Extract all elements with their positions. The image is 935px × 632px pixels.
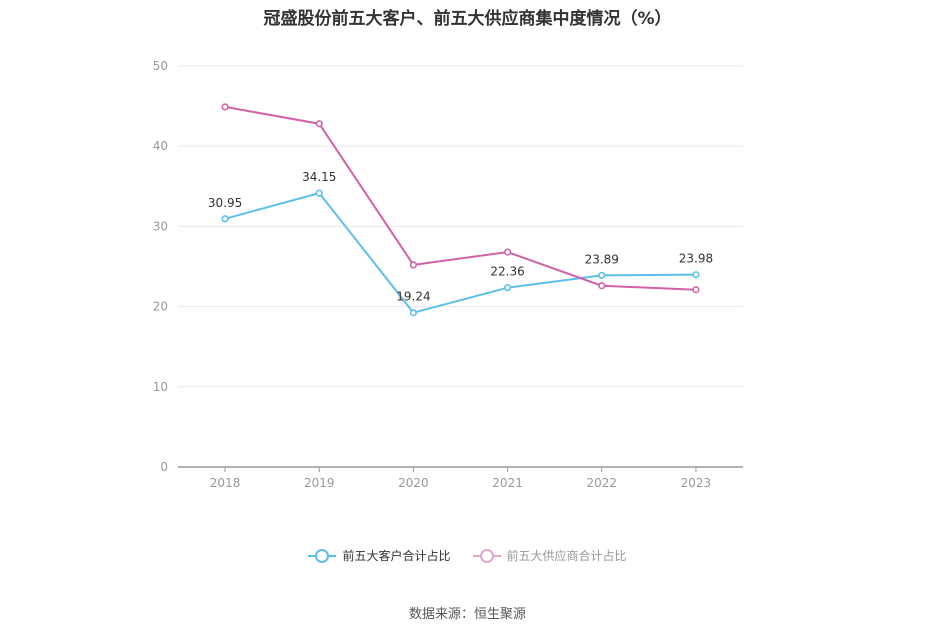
x-tick-label: 2018: [210, 476, 241, 490]
y-tick-label: 0: [160, 460, 168, 474]
x-tick-label: 2020: [398, 476, 429, 490]
legend-item-customers[interactable]: 前五大客户合计占比: [308, 547, 451, 564]
data-point: [598, 271, 606, 280]
data-labels: 30.95 34.15 19.24 22.36 23.89 23.98: [208, 170, 713, 304]
x-tick-label: 2023: [681, 476, 712, 490]
y-tick-label: 20: [153, 300, 168, 314]
series-line-0: [224, 192, 696, 314]
legend: 前五大客户合计占比 前五大供应商合计占比: [0, 547, 935, 564]
data-point: [221, 215, 229, 223]
series-line-1: [224, 105, 696, 291]
grid-lines: [178, 65, 743, 388]
y-tick-label: 30: [153, 219, 168, 233]
legend-line-marker-icon: [472, 548, 501, 563]
data-point: [409, 261, 418, 269]
chart-title: 冠盛股份前五大客户、前五大供应商集中度情况（%）: [263, 9, 672, 29]
legend-item-suppliers[interactable]: 前五大供应商合计占比: [472, 547, 627, 564]
data-point: [315, 189, 323, 197]
x-tick-label: 2019: [304, 476, 335, 490]
series-lines: [221, 103, 700, 317]
legend-label-customers: 前五大客户合计占比: [342, 549, 451, 563]
data-label: 23.89: [585, 252, 619, 266]
data-point: [692, 271, 700, 279]
x-tick-label: 2022: [586, 476, 617, 490]
data-source: 数据来源：恒生聚源: [408, 607, 526, 622]
x-tick-label: 2021: [492, 476, 523, 490]
data-point: [221, 103, 229, 111]
data-point: [315, 120, 323, 128]
data-label: 19.24: [396, 290, 430, 304]
legend-line-marker-icon: [308, 548, 337, 563]
axes: 0 10 20 30 40 50 2018 2019 2020 2021 2022 2023: [153, 59, 743, 490]
data-point: [503, 248, 512, 256]
y-tick-label: 10: [153, 380, 168, 394]
y-tick-label: 40: [153, 139, 168, 153]
data-point: [409, 309, 418, 317]
data-point: [503, 284, 512, 292]
data-label: 22.36: [490, 265, 524, 279]
data-label: 23.98: [679, 252, 713, 266]
data-point: [692, 286, 700, 294]
legend-label-suppliers: 前五大供应商合计占比: [506, 549, 627, 563]
y-tick-label: 50: [153, 59, 168, 73]
data-point: [598, 282, 606, 290]
data-label: 34.15: [302, 170, 336, 184]
data-label: 30.95: [208, 196, 242, 210]
